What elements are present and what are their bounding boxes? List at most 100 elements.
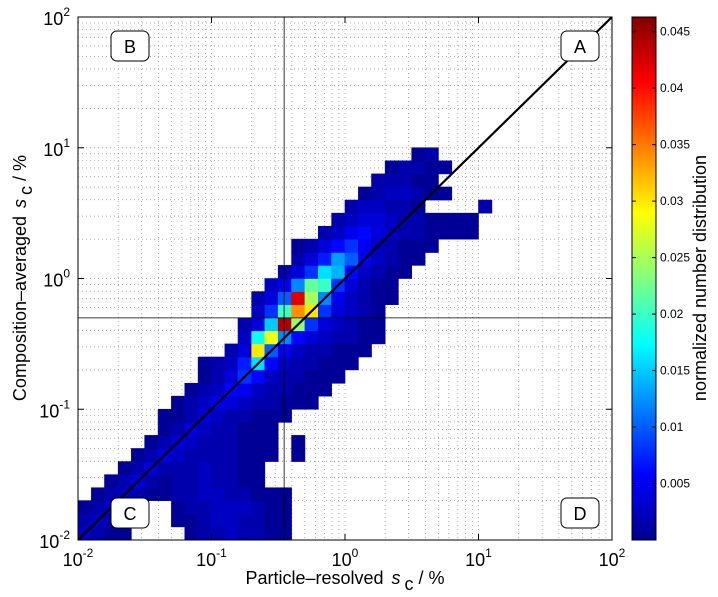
heatmap-cell [211,513,226,528]
heatmap-cell [411,225,426,240]
heatmap-cell [237,513,252,528]
heatmap-cell [251,474,266,489]
x-tick-label-exponent: 2 [619,546,626,560]
heatmap-cell [331,356,346,371]
heatmap-cell [171,395,186,410]
heatmap-cell [251,422,266,436]
heatmap-cell [331,252,346,266]
heatmap-cell [318,356,332,371]
heatmap-cell [318,238,332,253]
heatmap-cell [291,369,306,384]
heatmap-cell [224,395,239,410]
heatmap-cell [358,212,372,227]
heatmap-cell [237,474,252,489]
heatmap-cell [277,265,292,279]
heatmap-cell [478,199,493,214]
heatmap-cell [171,487,186,501]
heatmap-cell [331,330,346,345]
heatmap-cell [264,513,279,528]
y-label-unit: / % [10,155,30,181]
heatmap-cell [211,356,226,371]
heatmap-cell [211,369,226,384]
heatmap-cell [264,382,279,397]
heatmap-cell [171,448,186,462]
heatmap-cell [438,225,453,240]
heatmap-cell [197,474,212,489]
heatmap-cell [344,238,359,253]
heatmap-cell [224,422,239,436]
heatmap-cell [237,461,252,475]
heatmap-cell [411,238,426,253]
x-tick-label-base: 10 [465,550,485,570]
heatmap-cell [157,435,172,449]
heatmap-cell [331,317,346,332]
heatmap-cell [91,526,105,540]
heatmap-cell [184,435,199,449]
heatmap-cell [277,343,292,358]
heatmap-cell [318,382,332,397]
heatmap-cell [211,526,226,540]
heatmap-cell [424,212,439,227]
heatmap-cell [304,265,319,279]
heatmap-cell [291,448,306,462]
colorbar-tick-label: 0.035 [660,138,690,152]
heatmap-cell [197,526,212,540]
heatmap-cell [184,474,199,489]
heatmap-cell [184,382,199,397]
quadrant-box [110,497,150,529]
heatmap-cell [184,395,199,410]
heatmap-cell [131,448,146,462]
heatmap-cell [251,343,266,358]
heatmap-cell [277,291,292,305]
y-tick-label-base: 10 [43,271,63,291]
colorbar-tick-label: 0.045 [660,25,690,39]
heatmap-cell [411,160,426,175]
heatmap-cell [264,500,279,515]
heatmap-cell [424,238,439,253]
heatmap-cell [117,474,132,489]
heatmap-cell [291,291,306,305]
heatmap-cell [291,265,306,279]
heatmap-cell [384,238,399,253]
heatmap-cell [157,422,172,436]
heatmap-cell [224,356,239,371]
heatmap-cell [224,369,239,384]
y-tick-label-exponent: -2 [59,528,70,542]
heatmap-cell [384,291,399,305]
heatmap-cell [358,278,372,292]
heatmap-cell [251,513,266,528]
heatmap-cell [197,395,212,410]
heatmap-cell [277,500,292,515]
heatmap-cell [224,461,239,475]
heatmap-cell [371,186,386,201]
heatmap-cell [358,291,372,305]
heatmap-cell [277,304,292,319]
heatmap-cell [264,526,279,540]
heatmap-cell [197,435,212,449]
heatmap-cell [211,382,226,397]
heatmap-cell [211,435,226,449]
heatmap-cell [211,487,226,501]
heatmap-cell [344,291,359,305]
heatmap-cell [104,526,119,540]
heatmap-cell [157,487,172,501]
heatmap-cell [237,317,252,332]
heatmap-cell [344,304,359,319]
y-tick-label: 102 [43,5,70,29]
heatmap-cell [331,265,346,279]
heatmap-cell [251,291,266,305]
heatmap-cell [331,369,346,384]
heatmap-cell [251,461,266,475]
x-tick-label-base: 10 [599,550,619,570]
heatmap-cell [331,304,346,319]
heatmap-cell [358,265,372,279]
y-tick-label-base: 10 [39,401,59,421]
heatmap-cell [197,382,212,397]
heatmap-cell [224,343,239,358]
heatmap-cell [264,408,279,423]
heatmap-cell [331,212,346,227]
heatmap-cell [78,500,92,515]
heatmap-cell [438,212,453,227]
heatmap-cell [358,304,372,319]
heatmap-cell [371,199,386,214]
